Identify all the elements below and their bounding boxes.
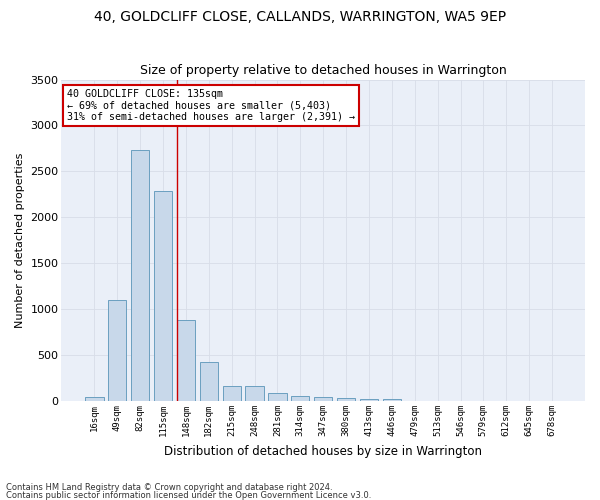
Bar xyxy=(360,399,378,401)
Bar xyxy=(131,150,149,401)
Bar xyxy=(337,398,355,401)
Bar xyxy=(154,190,172,401)
Bar xyxy=(291,396,310,401)
Bar xyxy=(314,398,332,401)
Bar xyxy=(85,396,104,401)
Text: 40 GOLDCLIFF CLOSE: 135sqm
← 69% of detached houses are smaller (5,403)
31% of s: 40 GOLDCLIFF CLOSE: 135sqm ← 69% of deta… xyxy=(67,89,355,122)
Bar xyxy=(177,320,195,401)
Text: Contains public sector information licensed under the Open Government Licence v3: Contains public sector information licen… xyxy=(6,490,371,500)
Bar xyxy=(108,300,127,401)
Y-axis label: Number of detached properties: Number of detached properties xyxy=(15,152,25,328)
Bar xyxy=(200,362,218,401)
Bar xyxy=(383,400,401,401)
Text: 40, GOLDCLIFF CLOSE, CALLANDS, WARRINGTON, WA5 9EP: 40, GOLDCLIFF CLOSE, CALLANDS, WARRINGTO… xyxy=(94,10,506,24)
Bar xyxy=(245,386,264,401)
Bar xyxy=(223,386,241,401)
Title: Size of property relative to detached houses in Warrington: Size of property relative to detached ho… xyxy=(140,64,506,77)
Text: Contains HM Land Registry data © Crown copyright and database right 2024.: Contains HM Land Registry data © Crown c… xyxy=(6,484,332,492)
Bar xyxy=(268,393,287,401)
X-axis label: Distribution of detached houses by size in Warrington: Distribution of detached houses by size … xyxy=(164,444,482,458)
